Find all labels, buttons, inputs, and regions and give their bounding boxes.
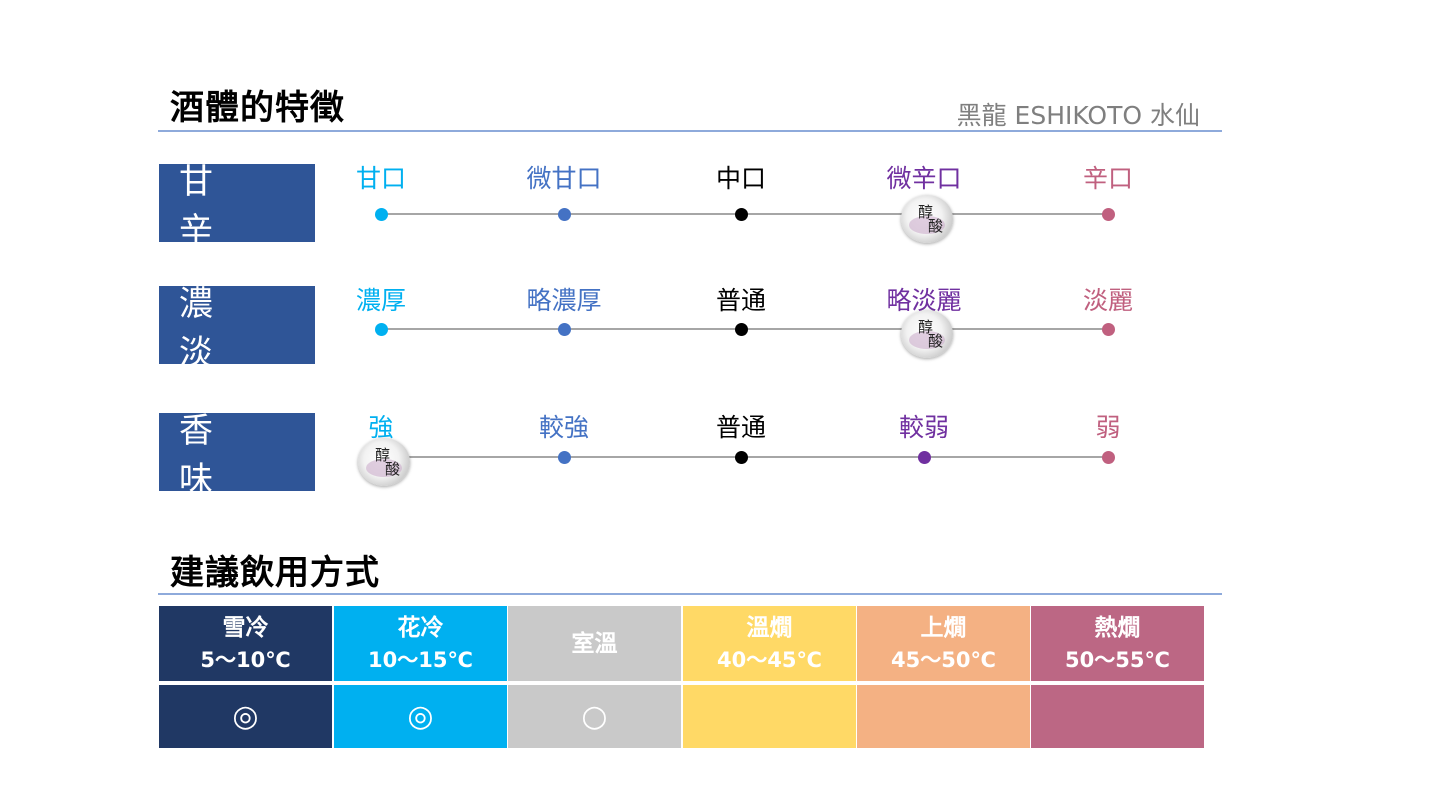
serving-name: 雪冷: [222, 614, 269, 641]
serving-temperature-table: 雪冷 5～10℃ ◎ 花冷 10～15℃ ◎ 室溫 ○ 溫燗 40～45℃ 上燗 45～50℃ 熱燗 50…: [159, 606, 1206, 748]
scale-label-text: 略濃厚: [526, 286, 602, 315]
seal-icon: 醇酸: [909, 318, 945, 350]
serving-header: 溫燗 40～45℃: [683, 606, 856, 681]
scale-point: [734, 322, 748, 336]
scale-point: [1101, 450, 1115, 464]
scale-label: 較弱: [824, 413, 1024, 443]
svg-text:酸: 酸: [928, 217, 943, 235]
svg-text:醇: 醇: [918, 318, 933, 336]
serving-rating: ○: [508, 685, 681, 748]
serving-rating: ◎: [334, 685, 507, 748]
row-label: 濃 淡: [159, 284, 315, 373]
svg-text:醇: 醇: [918, 203, 933, 221]
scale-label: 濃厚: [281, 286, 481, 316]
scale-point: [917, 450, 931, 464]
title-divider: [158, 130, 1222, 132]
serving-column: 花冷 10～15℃ ◎: [334, 606, 507, 748]
serving-temperature-range: 40～45℃: [717, 647, 822, 672]
scale-label-text: 淡麗: [1082, 286, 1133, 315]
serving-temperature-range: 10～15℃: [368, 647, 473, 672]
scale-label-text: 較強: [538, 413, 589, 442]
serving-header: 室溫: [508, 606, 681, 681]
svg-text:酸: 酸: [385, 460, 400, 478]
serving-column: 熱燗 50～55℃: [1031, 606, 1204, 748]
scale-label: 普通: [641, 413, 841, 443]
scale-label-text: 中口: [715, 164, 766, 193]
scale-label: 較強: [464, 413, 664, 443]
scale-label: 微辛口: [824, 164, 1024, 194]
serving-divider: [158, 593, 1222, 595]
flavor-marker-seal: 醇酸: [358, 438, 410, 486]
scale-point: [374, 207, 388, 221]
section-title-characteristics: 酒體的特徵: [170, 88, 345, 128]
scale-label: 普通: [641, 286, 841, 316]
flavor-marker-seal: 醇酸: [901, 310, 953, 358]
serving-name: 熱燗: [1094, 614, 1141, 641]
scale-label: 辛口: [1008, 164, 1208, 194]
scale-label: 弱: [1008, 413, 1208, 443]
scale-label-text: 普通: [715, 413, 766, 442]
serving-rating: [1031, 685, 1204, 748]
row-label: 甘 辛: [159, 162, 315, 251]
serving-name: 室溫: [571, 630, 618, 657]
svg-text:酸: 酸: [928, 332, 943, 350]
section-title-serving: 建議飲用方式: [170, 553, 380, 593]
scale-label-text: 較弱: [898, 413, 949, 442]
scale-label: 略濃厚: [464, 286, 664, 316]
serving-temperature-range: 5～10℃: [200, 647, 291, 672]
serving-rating: ◎: [159, 685, 332, 748]
serving-temperature-range: 45～50℃: [891, 647, 996, 672]
scale-label-text: 微甘口: [526, 164, 602, 193]
scale-point: [1101, 207, 1115, 221]
scale-label: 強: [281, 413, 481, 443]
serving-header: 花冷 10～15℃: [334, 606, 507, 681]
scale-point: [734, 207, 748, 221]
scale-label: 淡麗: [1008, 286, 1208, 316]
svg-text:醇: 醇: [375, 446, 390, 464]
scale-label: 甘口: [281, 164, 481, 194]
scale-label-text: 微辛口: [886, 164, 962, 193]
scale-point: [374, 322, 388, 336]
scale-label-text: 強: [368, 413, 394, 442]
flavor-marker-seal: 醇酸: [901, 195, 953, 243]
serving-header: 熱燗 50～55℃: [1031, 606, 1204, 681]
serving-temperature-range: 50～55℃: [1065, 647, 1170, 672]
seal-icon: 醇酸: [366, 446, 402, 478]
seal-icon: 醇酸: [909, 203, 945, 235]
row-label: 香 味: [159, 411, 315, 500]
serving-rating: [857, 685, 1030, 748]
serving-name: 溫燗: [746, 614, 793, 641]
serving-rating: [683, 685, 856, 748]
serving-column: 上燗 45～50℃: [857, 606, 1030, 748]
serving-column: 溫燗 40～45℃: [683, 606, 856, 748]
serving-column: 室溫 ○: [508, 606, 681, 748]
scale-label: 微甘口: [464, 164, 664, 194]
scale-label-text: 甘口: [355, 164, 406, 193]
serving-header: 上燗 45～50℃: [857, 606, 1030, 681]
scale-label: 中口: [641, 164, 841, 194]
serving-column: 雪冷 5～10℃ ◎: [159, 606, 332, 748]
serving-name: 上燗: [920, 614, 967, 641]
serving-header: 雪冷 5～10℃: [159, 606, 332, 681]
scale-point: [557, 322, 571, 336]
scale-point: [734, 450, 748, 464]
scale-label-text: 普通: [715, 286, 766, 315]
serving-name: 花冷: [397, 614, 444, 641]
scale-point: [557, 450, 571, 464]
scale-label-text: 濃厚: [355, 286, 406, 315]
scale-label-text: 辛口: [1082, 164, 1133, 193]
scale-label-text: 弱: [1095, 413, 1121, 442]
scale-point: [557, 207, 571, 221]
product-name: 黑龍 ESHIKOTO 水仙: [956, 101, 1200, 130]
scale-point: [1101, 322, 1115, 336]
